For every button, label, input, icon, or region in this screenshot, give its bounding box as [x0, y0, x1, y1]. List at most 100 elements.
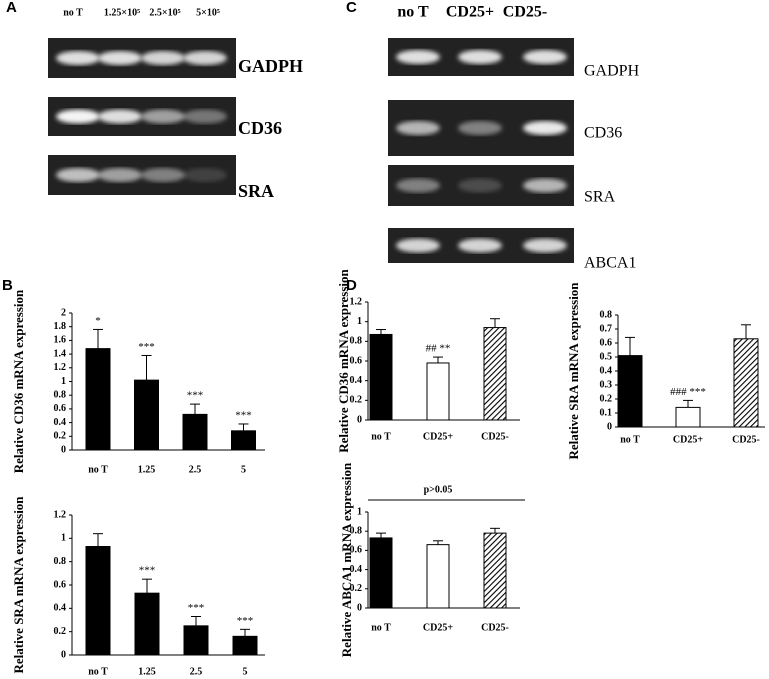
y-tick-label: 0	[61, 444, 66, 455]
bar	[183, 625, 209, 656]
lane-label: CD25-	[503, 4, 547, 21]
y-tick-label: 0	[61, 649, 66, 660]
error-bar	[238, 423, 249, 431]
x-tick-label: 1.25	[138, 464, 156, 475]
x-tick-label: 2.5	[190, 666, 203, 677]
bar	[85, 546, 111, 656]
x-tick-label: no T	[620, 434, 640, 445]
significance: ### ***	[670, 386, 706, 398]
gene-label: CD36	[238, 118, 282, 138]
x-tick-label: CD25-	[481, 622, 509, 633]
y-tick-label: 0.4	[54, 603, 67, 614]
gel-band	[396, 238, 440, 253]
x-tick-label: 1.25	[138, 666, 156, 677]
significance: ## **	[426, 343, 451, 355]
significance: ***	[138, 341, 155, 353]
gel-band	[523, 178, 567, 193]
y-tick-label: 0	[357, 602, 362, 613]
panel-label: C	[346, 0, 357, 16]
error-bar	[490, 318, 500, 328]
significance: ***	[187, 390, 204, 402]
bar	[426, 362, 450, 421]
y-axis-label: Relative SRA mRNA expression	[566, 282, 581, 460]
lane-label: 5×10⁵	[196, 7, 220, 18]
y-tick-label: 1.4	[54, 348, 67, 359]
gel-band	[523, 121, 567, 135]
gene-label: ABCA1	[584, 255, 636, 272]
error-bar	[683, 399, 693, 408]
error-bar	[376, 532, 386, 538]
y-tick-label: 0.6	[54, 403, 67, 414]
significance: ***	[235, 410, 252, 422]
bar	[426, 544, 450, 609]
y-tick-label: 0.4	[350, 375, 363, 386]
y-tick-label: 1.2	[350, 296, 363, 307]
error-bar	[433, 540, 443, 545]
y-tick-label: 0.6	[350, 545, 363, 556]
y-tick-label: 0.8	[600, 309, 613, 320]
y-axis-label: Relative SRA mRNA expression	[11, 496, 26, 674]
y-tick-label: 0.8	[54, 556, 67, 567]
error-bar	[741, 324, 751, 339]
significance: ***	[237, 615, 254, 627]
bar	[182, 413, 208, 451]
error-bar	[190, 403, 200, 415]
x-tick-label: CD25+	[423, 622, 453, 633]
gene-label: GADPH	[238, 56, 303, 76]
y-tick-label: 0.1	[600, 407, 613, 418]
gel-band	[98, 109, 142, 124]
significance: ***	[139, 565, 156, 577]
y-tick-label: 0.6	[350, 355, 363, 366]
error-bar	[490, 527, 500, 534]
y-tick-label: 2	[61, 307, 66, 318]
gel-band	[523, 238, 567, 253]
lane-label: CD25+	[446, 4, 494, 21]
bar	[733, 338, 759, 428]
lane-label: no T	[397, 4, 429, 21]
x-tick-label: no T	[371, 431, 391, 442]
y-axis-label: Relative ABCA1 mRNA expression	[339, 462, 354, 657]
gel-band	[56, 51, 100, 65]
x-tick-label: 5	[243, 666, 248, 677]
gel-band	[396, 50, 440, 64]
bar	[134, 592, 160, 656]
bar	[232, 635, 258, 656]
y-tick-label: 1	[61, 376, 66, 387]
note: p>0.05	[424, 484, 453, 495]
y-tick-label: 0.6	[54, 579, 67, 590]
gene-label: GADPH	[584, 63, 640, 80]
y-tick-label: 1	[61, 533, 66, 544]
bar	[369, 537, 393, 609]
gel-band	[183, 109, 227, 124]
gel-band	[183, 168, 227, 182]
error-bar	[93, 533, 103, 547]
y-tick-label: 0.2	[54, 431, 67, 442]
lane-label: 2.5×10⁵	[149, 7, 180, 18]
y-tick-label: 0.6	[600, 337, 613, 348]
gel-band	[98, 51, 142, 65]
error-bar	[625, 336, 635, 356]
bar	[675, 406, 701, 428]
significance: *	[95, 315, 101, 327]
y-tick-label: 0.3	[600, 379, 613, 390]
y-tick-label: 0.2	[350, 395, 363, 406]
lane-label: 1.25×10⁵	[104, 7, 140, 18]
y-tick-label: 0.7	[600, 323, 613, 334]
y-tick-label: 0.2	[54, 626, 67, 637]
x-tick-label: CD25-	[481, 431, 509, 442]
y-axis-label: Relative CD36 mRNA expression	[336, 268, 351, 452]
bar	[231, 430, 256, 451]
y-tick-label: 0.8	[54, 389, 67, 400]
y-tick-label: 1.8	[54, 321, 67, 332]
error-bar	[142, 578, 152, 594]
y-tick-label: 1	[357, 316, 362, 327]
gel-band	[458, 121, 502, 135]
lane-label: no T	[63, 7, 83, 18]
error-bar	[240, 628, 250, 637]
gel-band	[523, 50, 567, 64]
y-tick-label: 1.2	[54, 362, 67, 373]
panel-label: A	[6, 0, 17, 16]
gel-band	[98, 168, 142, 182]
gel-band	[56, 168, 100, 182]
